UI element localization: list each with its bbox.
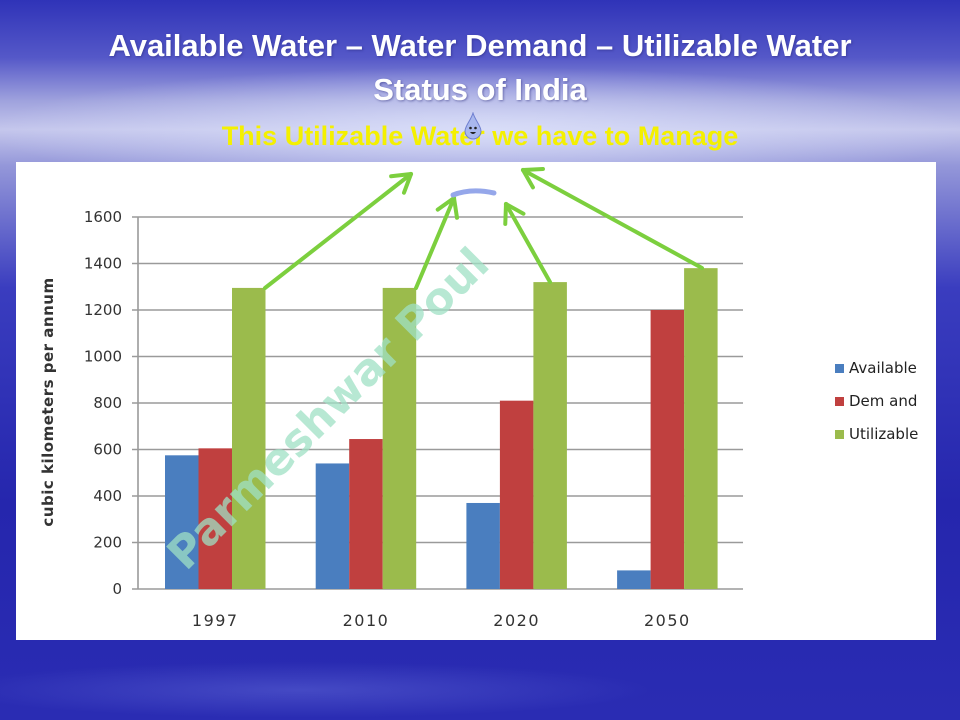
chart-panel: 0 200 400 600 800 1000 1200 1400 1600 1997 2010 20… [16, 162, 936, 640]
y-tick-label: 1000 [84, 348, 122, 366]
bar-available-1997 [165, 455, 199, 589]
wave-smudge [450, 188, 497, 198]
arrow-head [504, 202, 526, 216]
legend-swatch [835, 364, 844, 373]
arrow-line [263, 172, 413, 290]
x-axis-labels: 1997 2010 2020 2050 [192, 611, 691, 630]
y-tick-label: 600 [93, 441, 122, 459]
bar-demand-2010 [349, 439, 383, 589]
x-tick-label: 2020 [493, 611, 540, 630]
bar-chart: 0 200 400 600 800 1000 1200 1400 1600 1997 2010 20… [39, 167, 918, 630]
bar-utilizable-2050 [684, 268, 718, 589]
y-tick-label: 1600 [84, 208, 122, 226]
bar-demand-2020 [499, 400, 534, 589]
y-axis-label: cubic kilometers per annum [39, 277, 57, 526]
arrow-line [521, 168, 704, 270]
x-tick-label: 2010 [343, 611, 390, 630]
arrow-head [401, 172, 413, 195]
x-tick-label: 1997 [192, 611, 239, 630]
arrow-head [521, 168, 535, 190]
annotation-arrows [263, 167, 704, 290]
bar-available-2020 [466, 502, 500, 589]
y-tick-label: 0 [112, 580, 122, 598]
y-tick-label: 1400 [84, 255, 122, 273]
arrow-line [504, 202, 552, 284]
legend-swatch [835, 430, 844, 439]
legend-label: Available [849, 359, 917, 377]
arrow-line [414, 196, 456, 290]
arrow-head [521, 167, 545, 172]
bar-demand-1997 [198, 448, 232, 589]
legend-swatch [835, 397, 844, 406]
arrow-head [452, 196, 459, 220]
y-tick-label: 800 [93, 394, 122, 412]
x-tick-label: 2050 [644, 611, 691, 630]
arrow-head [503, 202, 508, 226]
bar-available-2050 [617, 570, 651, 589]
bar-utilizable-2020 [533, 282, 567, 589]
chart-legend: Available Dem and Utilizable [835, 359, 918, 443]
arrow-head [435, 196, 456, 212]
bar-available-2010 [315, 463, 350, 589]
legend-label: Dem and [849, 392, 917, 410]
y-axis-ticks: 0 200 400 600 800 1000 1200 1400 1600 [84, 208, 122, 598]
arrow-head [389, 172, 413, 179]
bar-demand-2050 [650, 310, 685, 589]
chart-bars [165, 268, 718, 589]
legend-label: Utilizable [849, 425, 918, 443]
bar-utilizable-1997 [232, 287, 266, 589]
y-tick-label: 1200 [84, 301, 122, 319]
bar-utilizable-2010 [382, 287, 417, 589]
y-tick-label: 400 [93, 487, 122, 505]
slide-title-line1: Available Water – Water Demand – Utiliza… [108, 28, 852, 63]
slide-title-line2: Status of India [373, 72, 587, 107]
water-droplet-icon [463, 111, 483, 140]
y-tick-label: 200 [93, 534, 122, 552]
